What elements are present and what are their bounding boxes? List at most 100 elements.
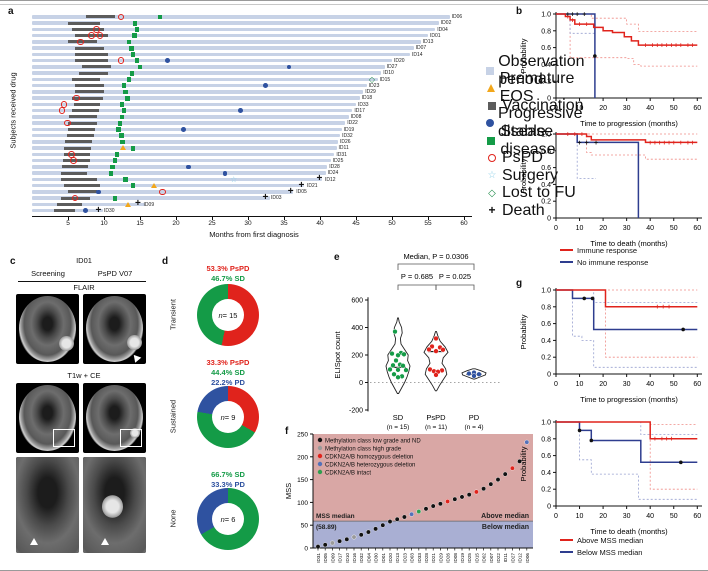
stable-disease-marker <box>121 83 127 89</box>
svg-text:+: + <box>655 42 659 49</box>
km-legend-swatch <box>560 248 573 252</box>
svg-text:10: 10 <box>576 105 584 112</box>
svg-text:ELISpot count: ELISpot count <box>333 331 342 379</box>
swimmer-row: ID04 <box>32 26 477 33</box>
km-legend-label: Immune response <box>577 245 638 255</box>
svg-text:ID09: ID09 <box>330 553 335 563</box>
swimmer-row: ID02 <box>32 20 477 26</box>
panel-g-legend: Above MSS median Below MSS median <box>560 534 643 558</box>
vaccination-bar <box>66 134 94 138</box>
svg-text:CDKN2A/B intact: CDKN2A/B intact <box>325 471 371 477</box>
svg-text:+: + <box>580 131 584 138</box>
brain-image <box>18 296 77 362</box>
observation-bar <box>32 133 341 138</box>
mss-scatter-plot: 0 50 100 150 200 250 MSS Methylation class low … <box>283 422 539 571</box>
top-rule <box>0 0 708 5</box>
x-axis-tick-label: 55 <box>424 220 432 227</box>
observation-bar <box>32 15 450 19</box>
vaccination-bar <box>64 184 101 188</box>
lesion <box>101 495 124 519</box>
swimmer-row: ID13 <box>32 38 477 46</box>
death-marker: + <box>298 179 305 191</box>
subject-id-label: ID01 <box>430 32 441 39</box>
svg-text:ID15: ID15 <box>474 553 479 563</box>
svg-text:ID13: ID13 <box>395 553 400 563</box>
x-axis-tick <box>68 217 69 220</box>
km-chart-svg: 0 0.2 0.4 0.6 0.8 1.0 0 10 20 30 40 50 60 Probability… <box>519 420 702 536</box>
swimmer-row: ☆ + ID12 <box>32 174 477 184</box>
x-axis-tick <box>464 217 465 220</box>
subject-id-label: ID04 <box>437 26 448 33</box>
donut-side-label: Transient <box>168 299 178 330</box>
mri-inset-screening <box>16 457 79 553</box>
stable-disease-icon <box>487 136 496 145</box>
vaccination-bar <box>68 190 97 194</box>
svg-text:ID19: ID19 <box>460 553 465 563</box>
x-axis-tick-label: 50 <box>388 220 396 227</box>
death-marker: + <box>287 185 294 197</box>
lost-to-fu-icon: ◇ <box>488 187 496 199</box>
svg-text:100: 100 <box>297 500 308 507</box>
svg-text:+: + <box>578 140 582 147</box>
svg-text:0.6: 0.6 <box>541 453 551 460</box>
premature-eos-marker <box>124 201 131 207</box>
stable-disease-marker <box>123 177 128 182</box>
svg-text:Probability: Probability <box>519 38 528 73</box>
legend-label: Progressive disease <box>498 105 583 141</box>
brain-image <box>85 385 144 451</box>
svg-text:0: 0 <box>547 504 551 511</box>
svg-text:+: + <box>669 42 673 49</box>
observation-bar <box>32 140 338 144</box>
svg-text:ID26: ID26 <box>446 553 451 563</box>
x-axis-tick <box>428 217 429 220</box>
svg-text:0.8: 0.8 <box>541 436 551 443</box>
swimmer-row: + ID21 <box>32 179 477 191</box>
observation-bar <box>32 83 367 88</box>
x-axis-tick <box>176 217 177 220</box>
stable-disease-marker <box>134 27 140 32</box>
observation-bar <box>32 127 342 132</box>
legend-label: Vaccination <box>502 96 584 114</box>
donut-header-line: 33.3% PsPD <box>206 358 250 367</box>
svg-text:ID11: ID11 <box>503 553 508 563</box>
subject-id-label: ID09 <box>143 201 155 208</box>
svg-text:40: 40 <box>646 381 654 388</box>
panel-d-label: d <box>162 256 169 267</box>
svg-text:10: 10 <box>576 381 584 388</box>
svg-text:ID22: ID22 <box>496 553 501 563</box>
svg-text:Median, P = 0.0306: Median, P = 0.0306 <box>403 252 468 261</box>
legend-label: Surgery <box>502 166 559 184</box>
pspd-marker <box>64 119 71 127</box>
mri-subject-id: ID01 <box>76 256 92 265</box>
legend-icon-wrap <box>486 101 498 110</box>
progressive-disease-marker <box>222 170 228 176</box>
premature-eos-marker <box>151 182 158 188</box>
svg-text:+: + <box>643 42 647 49</box>
svg-text:(n = 15): (n = 15) <box>387 424 410 431</box>
stable-disease-marker <box>114 152 120 157</box>
svg-text:0: 0 <box>554 225 558 232</box>
observation-bar <box>32 165 328 169</box>
observation-bar <box>32 121 346 125</box>
panel-b-label: b <box>516 6 523 17</box>
donut-side-label: Sustained <box>168 399 178 434</box>
svg-text:ID28: ID28 <box>424 553 429 563</box>
svg-text:+: + <box>665 42 669 49</box>
swimmer-row: ID29 <box>32 89 477 95</box>
svg-text:50: 50 <box>670 513 678 520</box>
panel-a-label: a <box>8 6 14 17</box>
legend-icon-wrap <box>486 84 496 93</box>
km-legend-swatch <box>560 538 573 542</box>
subject-id-label: ID11 <box>338 145 349 152</box>
vaccination-bar <box>73 102 101 106</box>
stable-disease-marker <box>121 108 127 114</box>
km-legend-label: Below MSS median <box>577 547 643 557</box>
subject-id-label: ID24 <box>327 170 339 177</box>
legend-label: Death <box>502 201 545 219</box>
observation-bar <box>32 40 421 44</box>
progressive-disease-marker <box>180 127 186 132</box>
subject-id-label: ID06 <box>451 14 463 20</box>
svg-text:+: + <box>658 140 662 147</box>
brain-image-zoom <box>16 457 79 553</box>
observation-bar <box>32 183 305 188</box>
